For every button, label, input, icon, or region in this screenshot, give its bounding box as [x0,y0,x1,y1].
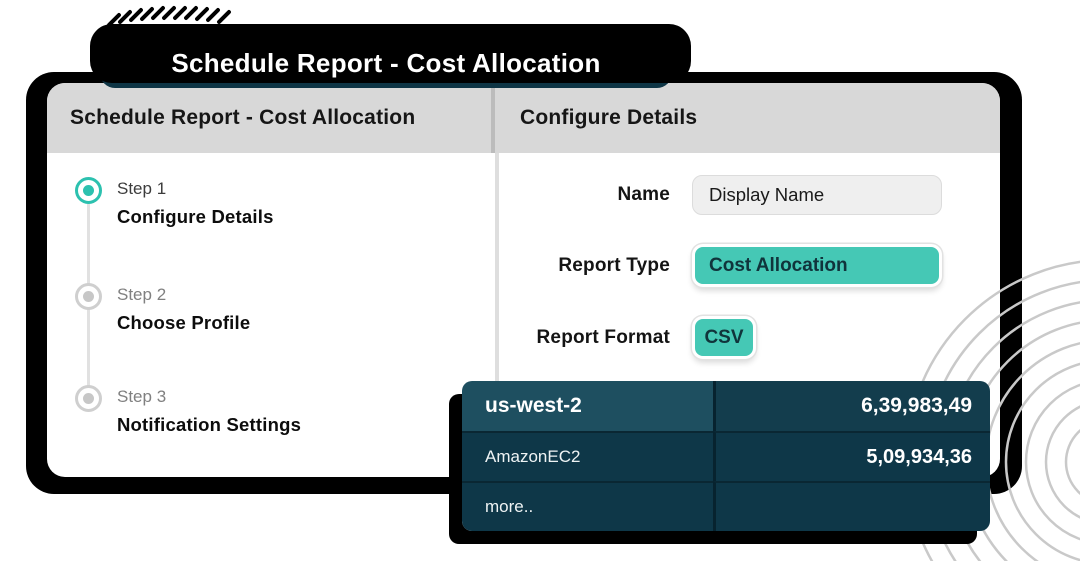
report-preview-table: us-west-2 6,39,983,49 AmazonEC2 5,09,934… [462,381,990,531]
report-type-field-label: Report Type [558,254,670,276]
step2-title: Choose Profile [117,312,251,333]
stepper-item-notification-settings[interactable]: Step 3 Notification Settings [75,385,301,436]
report-format-value: CSV [704,326,744,348]
schedule-report-dialog: Schedule Report - Cost Allocation Config… [26,72,1022,494]
table-row-more[interactable]: more.. [462,481,990,531]
table-cell-value: 6,39,983,49 [713,381,990,431]
table-row[interactable]: AmazonEC2 5,09,934,36 [462,431,990,481]
display-name-input[interactable] [692,175,942,215]
step-panel-title: Configure Details [520,106,698,129]
report-type-select[interactable]: Cost Allocation [692,244,942,287]
step1-label: Step 1 [117,179,167,198]
name-field-row: Name [499,175,942,215]
report-format-field-label: Report Format [536,326,670,348]
step3-pending-radio-icon [75,385,102,412]
report-format-field-row: Report Format CSV [499,316,756,359]
step3-label: Step 3 [117,387,167,406]
step2-label: Step 2 [117,285,167,304]
table-cell-value: 5,09,934,36 [713,431,990,481]
report-type-field-row: Report Type Cost Allocation [499,244,942,287]
title-banner: Schedule Report - Cost Allocation [90,24,691,88]
stepper-item-choose-profile[interactable]: Step 2 Choose Profile [75,283,250,334]
panel-divider [495,153,499,477]
dialog-header: Schedule Report - Cost Allocation Config… [47,83,1000,153]
step2-pending-radio-icon [75,283,102,310]
name-field-label: Name [617,184,670,205]
step3-title: Notification Settings [117,414,302,435]
more-link[interactable]: more.. [462,481,713,531]
step1-active-radio-icon [75,177,102,204]
report-format-chip[interactable]: CSV [692,316,756,359]
dialog-title: Schedule Report - Cost Allocation [47,83,495,153]
step1-title: Configure Details [117,206,274,227]
report-type-value: Cost Allocation [709,254,848,276]
table-cell-value [713,481,990,531]
table-cell-name: AmazonEC2 [462,431,713,481]
table-row[interactable]: us-west-2 6,39,983,49 [462,381,990,431]
table-cell-name: us-west-2 [462,381,713,431]
stepper-item-configure-details[interactable]: Step 1 Configure Details [75,177,274,228]
banner-title: Schedule Report - Cost Allocation [171,47,601,78]
